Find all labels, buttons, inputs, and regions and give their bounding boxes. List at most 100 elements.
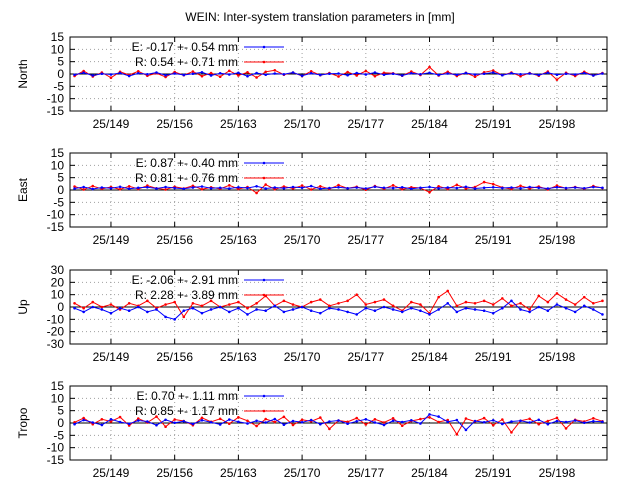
x-tick-label: 25/184 <box>411 233 448 247</box>
series-E-point <box>282 310 286 314</box>
series-R-point <box>182 315 186 319</box>
series-E-point <box>491 71 495 74</box>
series-E-point <box>173 318 176 321</box>
plot-frame <box>69 269 608 345</box>
series-E-point <box>382 305 386 309</box>
series-R-point <box>346 299 349 303</box>
series-R-point <box>264 417 267 421</box>
series-E-point <box>318 73 322 77</box>
series-E-point <box>573 73 577 76</box>
series-E-point <box>428 185 431 189</box>
series-R-point <box>519 302 522 305</box>
series-E-point <box>373 421 377 424</box>
series-E-point <box>127 422 131 426</box>
x-tick-label: 25/191 <box>475 466 512 480</box>
series-E-point <box>182 419 186 423</box>
series-R-point <box>555 416 559 420</box>
series-E-point <box>100 423 104 427</box>
series-R-point <box>246 419 249 423</box>
series-R-point <box>173 418 176 421</box>
series-E-point <box>564 420 568 424</box>
series-E-point <box>173 186 176 190</box>
x-tick-label: 25/177 <box>347 233 384 247</box>
series-E-point <box>309 418 313 422</box>
series-E-point <box>300 420 304 424</box>
series-E-point <box>455 186 459 190</box>
y-tick-label: 10 <box>51 158 65 172</box>
series-R-point <box>519 74 522 78</box>
x-tick-label: 25/191 <box>475 117 512 131</box>
series-E-point <box>91 74 95 77</box>
series-R-point <box>273 69 277 72</box>
series-R-point <box>100 305 104 309</box>
series-E-point <box>246 422 249 425</box>
series-E-point <box>91 187 95 191</box>
series-R-point <box>191 70 195 73</box>
y-tick-label: -30 <box>47 337 65 351</box>
legend-marker-R <box>262 293 266 297</box>
series-E-point <box>146 185 149 189</box>
x-tick-label: 25/198 <box>539 117 576 131</box>
series-E-point <box>100 308 104 311</box>
y-axis-label: North <box>16 59 30 88</box>
series-E-point <box>373 71 377 74</box>
series-E-point <box>528 72 531 75</box>
series-E-point <box>237 185 240 189</box>
series-E-point <box>282 186 286 190</box>
series-R-point <box>437 420 440 424</box>
series-E-point <box>264 309 267 313</box>
series-E-point <box>164 418 167 422</box>
series-R-point <box>428 190 431 194</box>
series-E-point <box>519 419 522 423</box>
series-E-point <box>564 72 568 76</box>
y-tick-label: 5 <box>57 55 64 69</box>
series-E-point <box>373 309 377 313</box>
series-E-point <box>264 73 267 77</box>
series-R-point <box>410 300 413 304</box>
series-E-point <box>455 418 459 422</box>
series-E-point <box>491 311 495 315</box>
series-R-point <box>200 187 204 191</box>
series-R-point <box>255 424 258 428</box>
legend-marker-E <box>262 161 266 165</box>
series-E-point <box>155 308 158 311</box>
series-R-point <box>582 295 586 299</box>
series-E-point <box>364 418 368 421</box>
series-E-point <box>410 306 413 310</box>
series-E-point <box>255 71 258 75</box>
series-R-point <box>382 71 386 75</box>
y-tick-label: -5 <box>53 79 64 93</box>
plot-frame <box>69 36 608 112</box>
series-E-point <box>309 309 313 313</box>
series-E-point <box>246 313 249 316</box>
y-tick-label: -10 <box>47 312 65 326</box>
series-R-point <box>109 420 113 423</box>
series-R-point <box>437 295 440 299</box>
series-E-point <box>309 71 313 75</box>
series-E-point <box>146 310 149 314</box>
series-E-point <box>237 306 240 310</box>
series-R-point <box>592 417 595 420</box>
series-E-point <box>464 71 468 75</box>
series-R-point <box>400 187 404 191</box>
series-E-point <box>91 305 95 309</box>
series-R-point <box>382 421 386 424</box>
series-E-point <box>400 310 404 314</box>
series-E-point <box>182 187 186 191</box>
series-R-point <box>473 302 477 305</box>
legend-text-E: E: 0.87 +- 0.40 mm <box>136 156 238 170</box>
y-tick-label: -10 <box>47 92 65 106</box>
series-E-point <box>564 186 568 190</box>
series-E-point <box>237 71 240 75</box>
series-E-point <box>118 185 122 189</box>
series-R-point <box>346 70 349 74</box>
series-E-point <box>437 308 440 311</box>
x-tick-label: 25/156 <box>156 117 193 131</box>
series-R-point <box>346 420 349 424</box>
series-R-point <box>164 303 167 306</box>
y-tick-label: -20 <box>47 325 65 339</box>
series-R-point <box>200 416 204 420</box>
series-E-point <box>382 423 386 427</box>
series-R-point <box>264 183 267 186</box>
